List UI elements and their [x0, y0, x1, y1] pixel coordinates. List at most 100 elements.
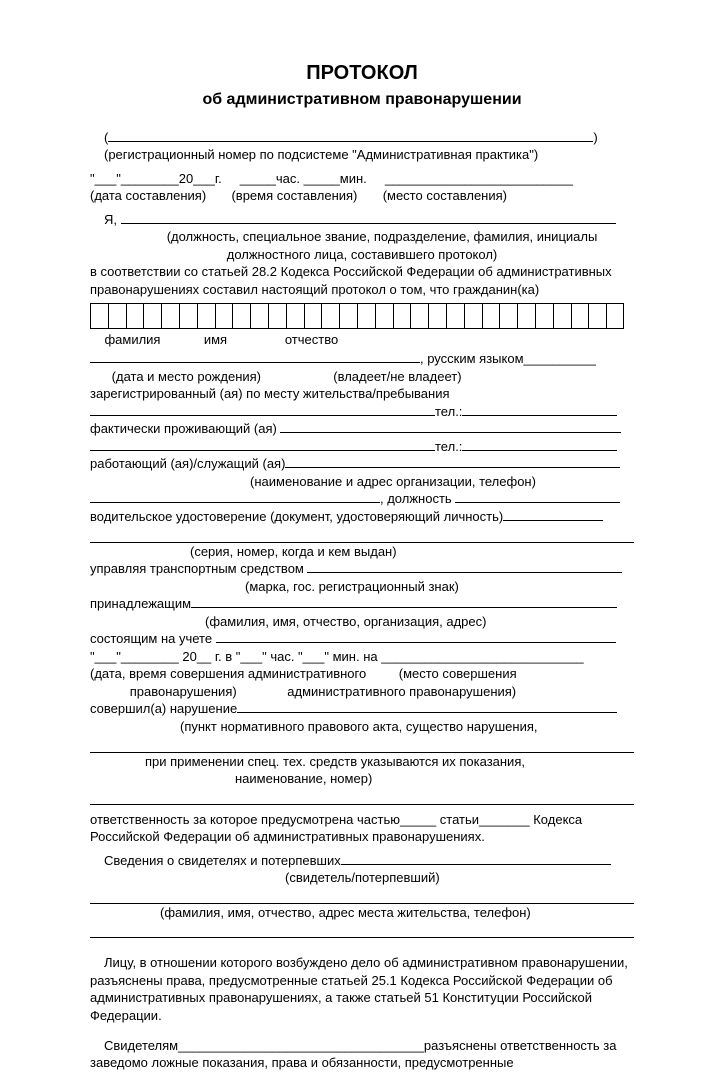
date-year: ________20___г.	[121, 171, 222, 186]
fact-live-line: фактически проживающий (ая)	[90, 420, 634, 438]
belongs-line: принадлежащим	[90, 595, 634, 613]
witness-blank-1	[90, 889, 634, 904]
when-caption-2b: административного правонарушения)	[287, 684, 516, 699]
reg-number-line: ()	[90, 129, 634, 147]
tel-line-2: тел.:	[90, 438, 634, 456]
fio-cell[interactable]	[197, 303, 215, 329]
witnesses-responsibility: Свидетелям______________________________…	[90, 1037, 634, 1072]
work-line: работающий (ая)/служащий (ая)	[90, 455, 634, 473]
official-caption-2: должностного лица, составившего протокол…	[90, 246, 634, 264]
fio-cell[interactable]	[215, 303, 233, 329]
label-patronymic: отчество	[285, 332, 338, 347]
vehicle-caption: (марка, гос. регистрационный знак)	[90, 578, 634, 596]
when-caption-2-row: правонарушения) административного правон…	[90, 683, 634, 701]
fact-live-label: фактически проживающий (ая)	[90, 421, 277, 436]
document-page: ПРОТОКОЛ об административном правонаруше…	[0, 0, 724, 1092]
tel-label-2: тел.:	[435, 439, 462, 454]
dl-line: водительское удостоверение (документ, уд…	[90, 508, 634, 526]
dl-blank-line	[90, 528, 634, 543]
tel-line-1: тел.:	[90, 403, 634, 421]
fio-cell[interactable]	[268, 303, 286, 329]
org-caption: (наименование и адрес организации, телеф…	[90, 473, 634, 491]
witness-caption-2: (фамилия, имя, отчество, адрес места жит…	[90, 904, 634, 922]
tech-blank-line	[90, 790, 634, 805]
tech-caption-1: при применении спец. тех. средств указыв…	[90, 753, 634, 771]
fio-cell[interactable]	[232, 303, 250, 329]
fio-cell[interactable]	[90, 303, 108, 329]
resp-line-a: ответственность за которое предусмотрена…	[90, 811, 634, 829]
fio-cell[interactable]	[464, 303, 482, 329]
witness-head: Сведения о свидетелях и потерпевших	[104, 853, 341, 868]
fio-cell[interactable]	[321, 303, 339, 329]
official-line: Я,	[90, 211, 634, 229]
vehicle-line: управляя транспортным средством	[90, 560, 634, 578]
birth-line: , русским языком__________	[90, 350, 634, 368]
registered-line: зарегистрированный (ая) по месту жительс…	[90, 385, 634, 403]
date-time-row: "___"________20___г. _____час. _____мин.…	[90, 170, 634, 188]
date-caption-b: (время составления)	[231, 188, 357, 203]
when-caption-1b: (место совершения	[399, 666, 517, 681]
title: ПРОТОКОЛ	[90, 60, 634, 87]
fio-cell[interactable]	[108, 303, 126, 329]
fio-cell[interactable]	[428, 303, 446, 329]
fio-cell[interactable]	[393, 303, 411, 329]
when-line: "___"________ 20__ г. в "___" час. "___"…	[90, 648, 634, 666]
onrecord-line: состоящим на учете	[90, 630, 634, 648]
dl-label: водительское удостоверение (документ, уд…	[90, 509, 503, 524]
dl-caption: (серия, номер, когда и кем выдан)	[90, 543, 634, 561]
date-caption-a: (дата составления)	[90, 188, 206, 203]
birth-caption-row: (дата и место рождения) (владеет/не влад…	[90, 368, 634, 386]
did-caption: (пункт нормативного правового акта, суще…	[90, 718, 634, 736]
fio-cell[interactable]	[179, 303, 197, 329]
fio-grid	[90, 303, 634, 329]
tech-caption-2: наименование, номер)	[90, 770, 634, 788]
when-caption-2a: правонарушения)	[130, 684, 237, 699]
fio-cell[interactable]	[410, 303, 428, 329]
fio-cell[interactable]	[286, 303, 304, 329]
position-label: , должность	[380, 491, 452, 506]
fio-cell[interactable]	[535, 303, 553, 329]
fio-cell[interactable]	[482, 303, 500, 329]
fio-cell[interactable]	[517, 303, 535, 329]
did-label: совершил(а) нарушение	[90, 701, 237, 716]
fio-cell[interactable]	[126, 303, 144, 329]
ya: Я,	[104, 212, 117, 227]
date-caption-c: (место составления)	[383, 188, 507, 203]
belongs-label: принадлежащим	[90, 596, 191, 611]
fio-cell[interactable]	[446, 303, 464, 329]
position-line: , должность	[90, 490, 634, 508]
onrecord-label: состоящим на учете	[90, 631, 212, 646]
fio-cell[interactable]	[304, 303, 322, 329]
russian-lang: , русским языком__________	[420, 351, 596, 366]
witness-blank-2	[90, 923, 634, 938]
fio-cell[interactable]	[553, 303, 571, 329]
rights-paragraph: Лицу, в отношении которого возбуждено де…	[90, 954, 634, 1024]
birth-caption-b: (владеет/не владеет)	[333, 369, 461, 384]
resp-line-b: Российской Федерации об административных…	[90, 828, 634, 846]
fio-cell[interactable]	[339, 303, 357, 329]
birth-caption-a: (дата и место рождения)	[112, 369, 261, 384]
subtitle: об административном правонарушении	[90, 89, 634, 111]
fio-cell[interactable]	[606, 303, 624, 329]
when-caption-1-row: (дата, время совершения административног…	[90, 665, 634, 683]
fio-cell[interactable]	[571, 303, 589, 329]
date-captions-row: (дата составления) (время составления) (…	[90, 187, 634, 205]
official-caption-1: (должность, специальное звание, подразде…	[90, 228, 634, 246]
fio-cell[interactable]	[357, 303, 375, 329]
date-quote: "___"	[90, 171, 121, 186]
fio-cell[interactable]	[499, 303, 517, 329]
did-blank-line	[90, 738, 634, 753]
date-time: _____час. _____мин.	[240, 171, 367, 186]
fio-cell[interactable]	[375, 303, 393, 329]
work-label: работающий (ая)/служащий (ая)	[90, 456, 285, 471]
body-paragraph-1: в соответствии со статьей 28.2 Кодекса Р…	[90, 263, 634, 298]
fio-cell[interactable]	[143, 303, 161, 329]
reg-number-caption: (регистрационный номер по подсистеме "Ад…	[90, 146, 634, 164]
when-caption-1a: (дата, время совершения административног…	[90, 666, 366, 681]
fio-cell[interactable]	[250, 303, 268, 329]
fio-cell[interactable]	[161, 303, 179, 329]
fio-cell[interactable]	[588, 303, 606, 329]
tel-label: тел.:	[435, 404, 462, 419]
fio-labels-row: фамилия имя отчество	[90, 331, 634, 349]
witness-head-line: Сведения о свидетелях и потерпевших	[90, 852, 634, 870]
